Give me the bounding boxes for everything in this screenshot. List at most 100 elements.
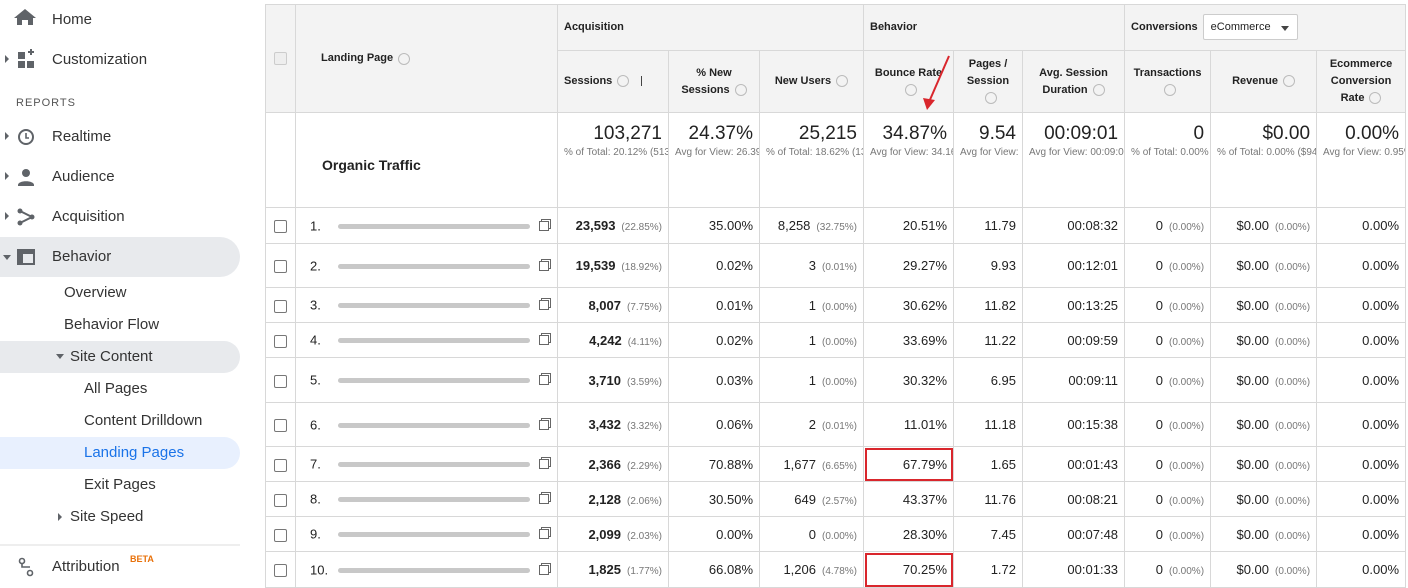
cell-percent: (0.00%) (1169, 336, 1205, 348)
cell: $0.00 (0.00%) (1210, 207, 1318, 244)
checkbox[interactable] (274, 419, 287, 433)
checkbox[interactable] (274, 334, 287, 348)
row-index: 4. (310, 332, 321, 348)
cell-value: 70.88% (708, 456, 753, 472)
nav-item[interactable]: Customization (52, 51, 148, 68)
nav-item[interactable]: Site Speed (70, 508, 144, 525)
cell: 0.00% (1316, 481, 1407, 517)
column-header[interactable]: New Users (759, 50, 864, 113)
open-link-icon[interactable] (539, 300, 549, 310)
cell-percent: (0.00%) (1275, 301, 1311, 313)
nav-item[interactable]: Exit Pages (84, 476, 156, 493)
cell-value: 0.00% (716, 526, 753, 542)
column-header[interactable]: Ecommerce Conversion Rate (1316, 50, 1407, 113)
checkbox[interactable] (274, 260, 287, 274)
cell: $0.00 (0.00%) (1210, 287, 1318, 323)
cell-value: 1,206 (783, 562, 816, 577)
cell-percent: (0.00%) (1169, 301, 1205, 313)
nav-item[interactable]: Overview (64, 284, 127, 301)
redacted-url (338, 223, 530, 229)
cell-percent: (22.85%) (621, 222, 662, 233)
column-header[interactable]: % New Sessions (668, 50, 760, 113)
open-link-icon[interactable] (539, 260, 549, 271)
cell: 00:08:32 (1021, 207, 1126, 244)
open-link-icon[interactable] (539, 335, 549, 345)
cell-value: 7.45 (990, 526, 1016, 542)
group-header: Acquisition (557, 4, 864, 51)
column-header[interactable]: Revenue (1210, 50, 1318, 113)
data-row: 9. 2,099 (2.03%) 0.00% 0 (0.00%) 28.30% 7.45 00:… (265, 516, 1407, 552)
checkbox[interactable] (274, 52, 287, 65)
checkbox[interactable] (274, 374, 287, 388)
open-link-icon[interactable] (539, 459, 549, 469)
open-link-icon[interactable] (539, 375, 549, 385)
row-index: 1. (310, 218, 321, 233)
cell: $0.00 (0.00%) (1210, 357, 1318, 403)
cell-value: 70.25% (902, 562, 947, 577)
dropdown[interactable]: eCommerce (1202, 14, 1298, 40)
cell-percent: (32.75%) (816, 222, 857, 233)
nav-item[interactable]: Audience (52, 168, 115, 185)
column-label: Ecommerce Conversion Rate (1329, 58, 1393, 104)
cell-value: 0.00% (1362, 526, 1400, 542)
cell (265, 357, 296, 403)
cell: 0 (0.00%) (1124, 322, 1212, 358)
cell: 3,432 (3.32%) (557, 402, 669, 447)
totals-note: Avg for View: 26.39% (-7.65%) (675, 147, 759, 158)
cell: 00:07:48 (1021, 516, 1126, 552)
checkbox[interactable] (274, 299, 287, 313)
nav-item[interactable]: Behavior (52, 248, 112, 265)
nav-item[interactable]: Behavior Flow (64, 316, 160, 333)
cell: 33.69% (863, 322, 954, 358)
open-link-icon[interactable] (539, 564, 549, 575)
open-link-icon[interactable] (539, 494, 549, 504)
column-header[interactable]: Transactions (1124, 50, 1212, 113)
cell: $0.00 (0.00%) (1210, 446, 1318, 482)
totals-label-cell: Organic Traffic (295, 112, 558, 208)
column-label: % New Sessions (681, 66, 732, 96)
checkbox[interactable] (274, 493, 287, 507)
totals-note: % of Total: 0.00% (4,897) (1131, 147, 1210, 158)
cell-value: $0.00 (1236, 526, 1270, 542)
cell (265, 481, 296, 517)
cell: 4,242 (4.11%) (557, 322, 669, 358)
nav-item[interactable]: Realtime (52, 128, 112, 145)
nav-item[interactable]: Acquisition (52, 208, 125, 225)
checkbox[interactable] (274, 528, 287, 542)
nav-item[interactable]: Site Content (70, 348, 153, 365)
cell-value: $0.00 (1236, 258, 1270, 273)
column-header[interactable]: Sessions (557, 50, 669, 113)
cell-value: 1 (808, 297, 816, 313)
redacted-url (338, 303, 530, 308)
cell-value: 30.32% (902, 372, 947, 388)
nav-item-active[interactable]: Landing Pages (84, 444, 185, 461)
nav-item[interactable]: Home (52, 11, 93, 28)
cell-value: 0 (1155, 332, 1164, 348)
cell-value: 2,099 (588, 526, 621, 542)
nav-item[interactable]: Attribution (52, 558, 120, 575)
nav-item[interactable]: Content Drilldown (84, 412, 203, 429)
cell: $0.00 (0.00%) (1210, 402, 1318, 447)
row-index: 6. (310, 417, 321, 432)
checkbox[interactable] (274, 458, 287, 472)
cell: 0 (0.00%) (1124, 516, 1212, 552)
open-link-icon[interactable] (539, 529, 549, 539)
help-icon (984, 92, 997, 105)
totals-note: Avg for View: 00:09:04 (-0.49%) (1029, 147, 1124, 158)
checkbox[interactable] (274, 220, 287, 234)
column-header[interactable]: Avg. Session Duration (1021, 50, 1126, 113)
landing-page-cell: 5. (295, 357, 558, 403)
landing-page-cell: 3. (295, 287, 558, 323)
column-header[interactable]: Pages / Session (953, 50, 1023, 113)
cell-value: $0.00 (1236, 491, 1270, 507)
table-body: Organic Traffic 103,271 % of Total: 20.12%… (265, 112, 1407, 588)
sidebar-icons (0, 9, 240, 577)
nav-item[interactable]: All Pages (84, 380, 148, 397)
checkbox[interactable] (274, 564, 287, 578)
group-row: Landing Page Acquisition Behavior Conversio… (265, 4, 1407, 113)
open-link-icon[interactable] (539, 220, 549, 231)
cell-value: 33.69% (902, 332, 947, 348)
open-link-icon[interactable] (539, 419, 549, 430)
totals-cell: 24.37% Avg for View: 26.39% (-7.65%) (668, 112, 760, 208)
cell-value: 00:01:43 (1067, 456, 1119, 472)
